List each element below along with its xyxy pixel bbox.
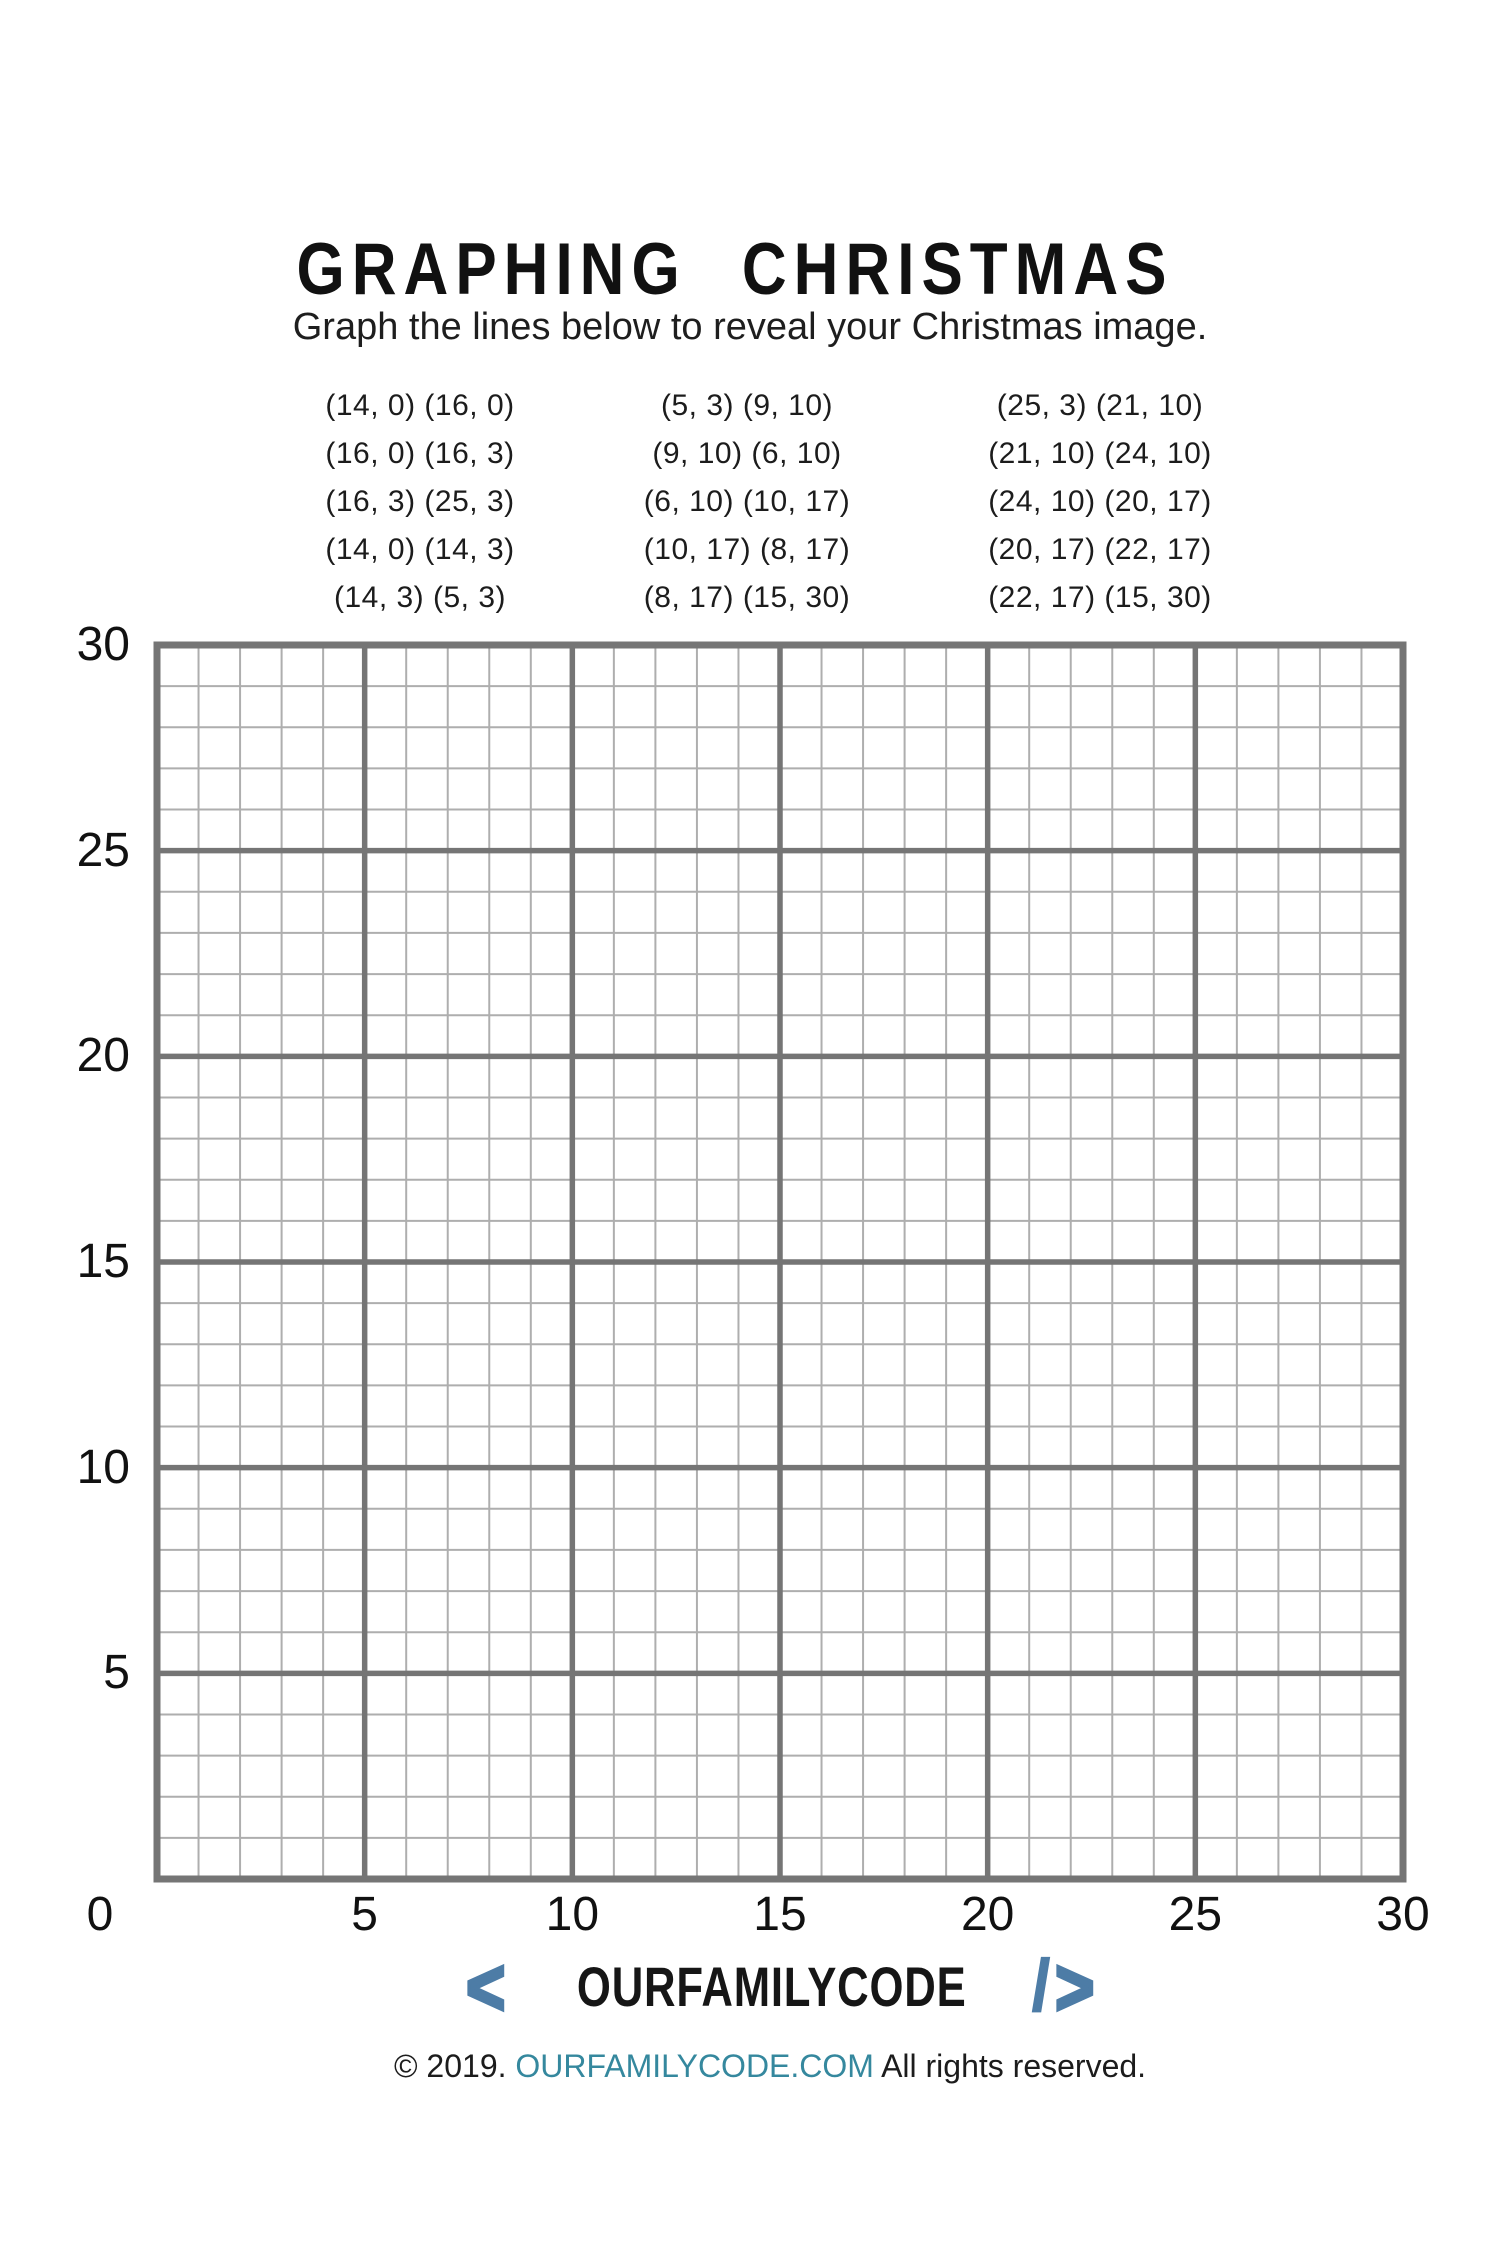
coordinate-pair: (25, 3) (21, 10) (996, 389, 1204, 422)
copyright-line: © 2019. OURFAMILYCODE.COM All rights res… (0, 2048, 1500, 2085)
x-tick-label: 10 (545, 1888, 600, 1941)
y-tick-label: 25 (76, 823, 130, 877)
coordinate-pair: (8, 17) (15, 30) (643, 581, 851, 614)
brand-logo: < OURFAMILYCODE / > (0, 1945, 1500, 2029)
coordinate-pair: (14, 0) (14, 3) (325, 533, 515, 566)
coordinate-pair: (16, 0) (16, 3) (325, 437, 515, 470)
coordinate-column: (25, 3) (21, 10) (21, 10) (24, 10) (24, 10… (988, 382, 1212, 622)
coordinate-pair: (6, 10) (10, 17) (643, 485, 851, 518)
page-title: GRAPHING CHRISTMAS (296, 229, 1174, 311)
logo-slash-icon: / (1031, 1946, 1050, 2027)
x-tick-label: 15 (753, 1888, 807, 1941)
origin-label: 0 (86, 1888, 114, 1941)
logo-close-bracket-icon: > (1053, 1942, 1095, 2032)
y-tick-label: 30 (76, 618, 130, 671)
copyright-prefix: © 2019. (393, 2048, 516, 2084)
coordinate-pair: (10, 17) (8, 17) (643, 533, 851, 566)
coordinate-pair: (14, 0) (16, 0) (325, 389, 515, 422)
x-tick-label: 25 (1168, 1888, 1223, 1941)
coordinate-pair: (21, 10) (24, 10) (988, 437, 1212, 470)
y-tick-label: 15 (76, 1235, 130, 1288)
coordinate-pair: (9, 10) (6, 10) (652, 437, 842, 470)
copyright-site-link: OURFAMILYCODE.COM (515, 2048, 874, 2084)
coordinate-pair: (14, 3) (5, 3) (333, 581, 507, 614)
logo-text: OURFAMILYCODE (577, 1955, 967, 2018)
x-tick-label: 30 (1376, 1888, 1430, 1941)
page-subtitle: Graph the lines below to reveal your Chr… (292, 306, 1208, 348)
coordinate-pair: (22, 17) (15, 30) (988, 581, 1212, 614)
graph-grid (153, 641, 1407, 1883)
y-tick-label: 5 (103, 1646, 130, 1700)
coordinate-pair: (24, 10) (20, 17) (988, 485, 1212, 518)
coordinate-pair: (5, 3) (9, 10) (660, 389, 834, 422)
y-tick-label: 10 (76, 1440, 130, 1494)
x-tick-label: 20 (960, 1888, 1015, 1941)
logo-open-bracket-icon: < (464, 1942, 506, 2032)
copyright-suffix: All rights reserved. (873, 2048, 1147, 2084)
coordinate-column: (5, 3) (9, 10) (9, 10) (6, 10) (6, 10) (10… (644, 382, 850, 622)
y-tick-label: 20 (76, 1029, 130, 1083)
coordinate-pair: (16, 3) (25, 3) (325, 485, 515, 518)
coordinate-pair: (20, 17) (22, 17) (988, 533, 1212, 566)
x-tick-label: 5 (351, 1888, 378, 1941)
coordinate-column: (14, 0) (16, 0) (16, 0) (16, 3) (16, 3) (2… (325, 382, 514, 622)
